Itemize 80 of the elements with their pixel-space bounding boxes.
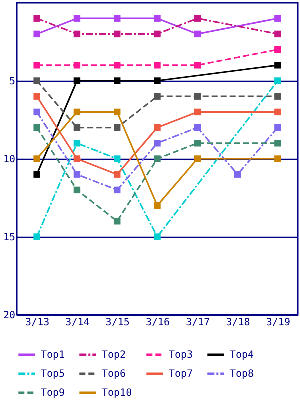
point (154, 30, 161, 38)
point (114, 15, 121, 22)
point (154, 62, 161, 69)
point (274, 78, 282, 84)
x-tick-label: 3/13 (26, 318, 50, 328)
point (154, 156, 161, 162)
legend-label: Top9 (41, 388, 66, 399)
point (114, 108, 121, 116)
point (274, 108, 282, 116)
point (194, 15, 201, 22)
point (274, 15, 282, 22)
point (74, 78, 81, 84)
x-tick-label: 3/16 (146, 318, 170, 328)
legend-label: Top2 (102, 350, 126, 361)
point (74, 124, 81, 132)
point (194, 140, 201, 147)
point (74, 171, 81, 178)
point (154, 78, 161, 84)
y-tick-label: 20 (3, 310, 16, 322)
x-tick-label: 3/14 (66, 318, 90, 328)
point (74, 30, 81, 38)
legend-label: Top8 (230, 369, 254, 380)
legend-label: Top5 (41, 369, 66, 380)
point (74, 15, 81, 22)
point (194, 124, 201, 132)
point (114, 30, 121, 38)
legend-label: Top1 (41, 350, 66, 361)
point (234, 171, 242, 178)
point (154, 202, 161, 210)
point (274, 124, 282, 132)
point (74, 186, 81, 194)
point (34, 15, 40, 22)
legend-label: Top4 (230, 350, 254, 361)
x-tick-label: 3/17 (186, 318, 210, 328)
point (34, 108, 40, 116)
point (34, 62, 40, 69)
point (154, 15, 161, 22)
x-tick-label: 3/18 (226, 318, 250, 328)
point (34, 124, 40, 132)
point (274, 93, 282, 100)
point (114, 62, 121, 69)
y-tick-label: 15 (3, 232, 16, 244)
point (154, 234, 161, 240)
point (194, 62, 201, 69)
y-tick-label: 10 (3, 154, 16, 166)
point (274, 30, 282, 38)
point (34, 156, 40, 162)
point (194, 30, 201, 38)
point (34, 30, 40, 38)
point (274, 46, 282, 54)
point (34, 171, 40, 178)
point (274, 156, 282, 162)
x-tick-label: 3/19 (266, 318, 290, 328)
point (274, 62, 282, 69)
point (114, 171, 121, 178)
x-tick-label: 3/15 (106, 318, 130, 328)
point (114, 186, 121, 194)
point (274, 140, 282, 147)
point (114, 156, 121, 162)
legend-label: Top7 (169, 369, 194, 380)
point (114, 124, 121, 132)
point (194, 156, 201, 162)
legend-label: Top10 (102, 388, 132, 399)
point (74, 108, 81, 116)
point (34, 78, 40, 84)
point (114, 218, 121, 225)
legend-label: Top3 (169, 350, 194, 361)
y-tick-label: 5 (9, 76, 16, 88)
point (194, 93, 201, 100)
point (114, 78, 121, 84)
point (34, 93, 40, 100)
point (154, 140, 161, 147)
point (194, 108, 201, 116)
legend-label: Top6 (102, 369, 126, 380)
point (154, 124, 161, 132)
point (34, 234, 40, 240)
point (74, 156, 81, 162)
point (154, 93, 161, 100)
point (74, 140, 81, 147)
point (74, 62, 81, 69)
